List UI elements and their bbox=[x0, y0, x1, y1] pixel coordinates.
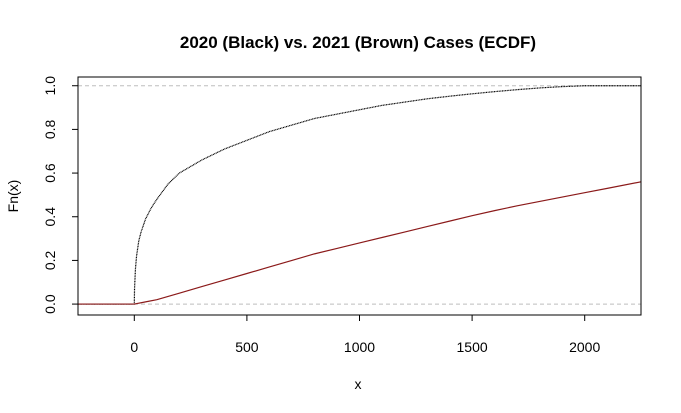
x-tick-label: 0 bbox=[130, 339, 138, 355]
x-tick-label: 2000 bbox=[569, 339, 600, 355]
chart-title: 2020 (Black) vs. 2021 (Brown) Cases (ECD… bbox=[180, 33, 536, 52]
series-line-2 bbox=[78, 181, 642, 305]
y-axis: 0.0 0.2 0.4 0.6 0.8 1.0 bbox=[42, 76, 78, 314]
y-tick-label: 0.4 bbox=[42, 207, 58, 227]
y-tick-label: 0.8 bbox=[42, 119, 58, 139]
y-tick-label: 1.0 bbox=[42, 76, 58, 96]
y-tick-label: 0.2 bbox=[42, 250, 58, 270]
x-axis: 0 500 1000 1500 2000 bbox=[130, 315, 600, 355]
series-layer bbox=[78, 85, 642, 305]
series-line-1 bbox=[78, 85, 641, 305]
x-tick-label: 500 bbox=[235, 339, 259, 355]
x-tick-label: 1000 bbox=[344, 339, 375, 355]
y-tick-label: 0.6 bbox=[42, 163, 58, 183]
plot-frame bbox=[77, 76, 642, 316]
x-tick-label: 1500 bbox=[457, 339, 488, 355]
y-tick-label: 0.0 bbox=[42, 294, 58, 314]
x-axis-label: x bbox=[355, 376, 362, 392]
y-axis-label: Fn(x) bbox=[5, 180, 21, 213]
reference-lines bbox=[78, 85, 641, 305]
